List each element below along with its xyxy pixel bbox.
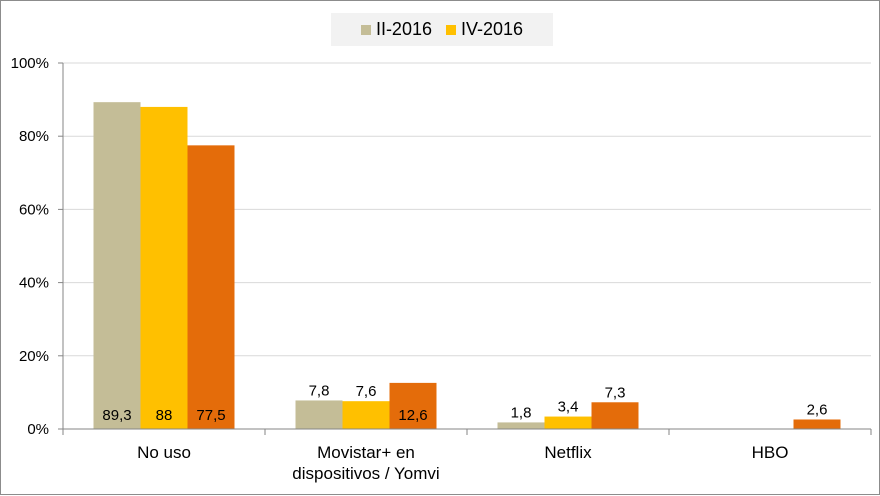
- y-tick-label: 60%: [19, 201, 49, 218]
- bar: [93, 102, 141, 430]
- data-label: 88: [156, 407, 173, 424]
- bar: [295, 400, 343, 429]
- y-tick-label: 80%: [19, 128, 49, 145]
- y-tick-label: 20%: [19, 348, 49, 365]
- bar: [544, 416, 592, 429]
- data-label: 2,6: [807, 401, 828, 418]
- y-tick-label: 0%: [27, 421, 49, 438]
- data-label: 7,6: [356, 383, 377, 400]
- data-label: 3,4: [558, 399, 579, 416]
- y-tick-label: 100%: [11, 55, 49, 72]
- data-label: 7,3: [605, 384, 626, 401]
- category-label: HBO: [752, 443, 789, 462]
- legend-item-series-1: II-2016: [360, 19, 432, 40]
- legend-swatch: [445, 24, 456, 35]
- legend-label: IV-2016: [460, 19, 524, 39]
- bar: [591, 402, 639, 429]
- category-label: dispositivos / Yomvi: [292, 464, 439, 483]
- bar: [497, 422, 545, 429]
- legend-swatch: [360, 24, 371, 35]
- y-tick-label: 40%: [19, 275, 49, 292]
- data-label: 7,8: [309, 382, 330, 399]
- bar: [342, 401, 390, 429]
- category-label: Netflix: [544, 443, 592, 462]
- data-label: 12,6: [398, 407, 427, 424]
- legend-item-series-2: IV-2016: [445, 19, 524, 40]
- data-label: 89,3: [102, 407, 131, 424]
- bar: [389, 382, 437, 429]
- bar: [140, 106, 188, 430]
- bar: [793, 419, 841, 429]
- data-label: 77,5: [196, 407, 225, 424]
- category-label: Movistar+ en: [317, 443, 415, 462]
- data-label: 1,8: [511, 404, 532, 421]
- legend: II-2016 IV-2016: [331, 13, 553, 46]
- legend-label: II-2016: [375, 19, 432, 39]
- bar: [187, 145, 235, 429]
- category-label: No uso: [137, 443, 191, 462]
